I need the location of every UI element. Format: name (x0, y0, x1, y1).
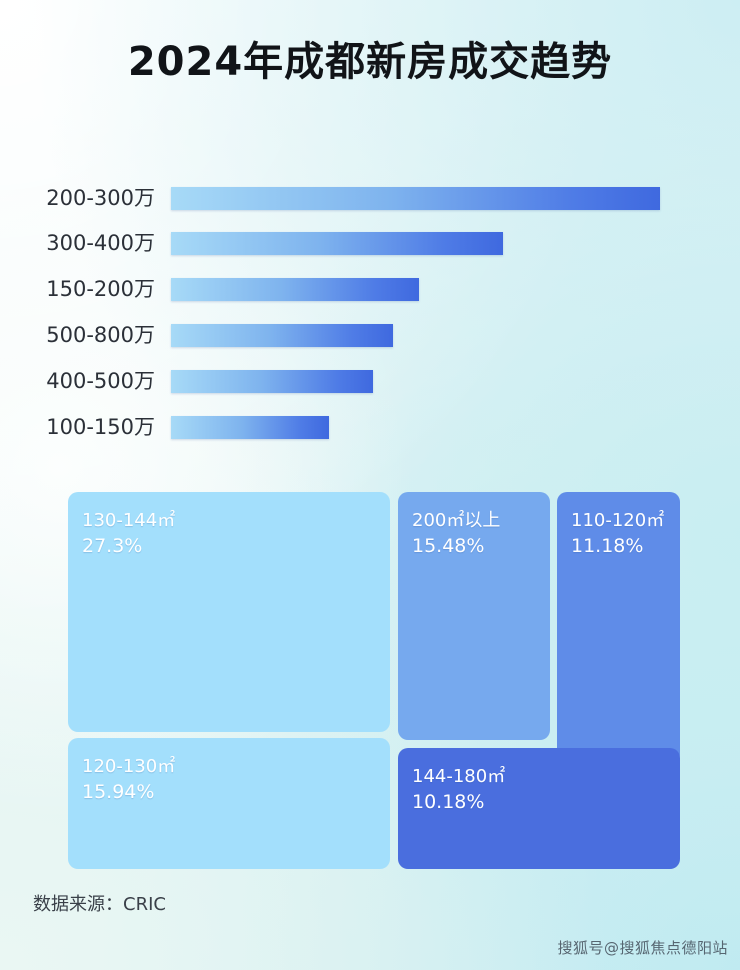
bar-row: 400-500万 (0, 359, 740, 403)
treemap-cell-name: 144-180㎡ (412, 766, 506, 787)
treemap-cell-name: 130-144㎡ (82, 510, 176, 531)
bar-label: 500-800万 (46, 323, 155, 347)
bar-label: 300-400万 (46, 231, 155, 255)
bar-fill (171, 187, 660, 210)
bar-label: 100-150万 (46, 415, 155, 439)
bar-row: 200-300万 (0, 176, 740, 220)
bar-row: 150-200万 (0, 267, 740, 311)
bar-track (171, 324, 740, 347)
treemap-cell-value: 11.18% (571, 535, 644, 557)
bar-label: 200-300万 (46, 186, 155, 210)
bar-row: 300-400万 (0, 221, 740, 265)
bar-track (171, 370, 740, 393)
bar-chart: 200-300万 300-400万 150-200万 500-800万 400- (0, 176, 740, 448)
bar-fill (171, 370, 373, 393)
page-title: 2024年成都新房成交趋势 (127, 39, 613, 85)
bar-label: 400-500万 (46, 369, 155, 393)
bar-row: 100-150万 (0, 405, 740, 449)
bar-track (171, 416, 740, 439)
treemap-cell-value: 10.18% (412, 791, 485, 813)
treemap-chart: 130-144㎡ 27.3% 200㎡以上 15.48% 110-120㎡ 11… (68, 492, 680, 869)
bar-track (171, 187, 740, 210)
watermark-label: 搜狐号@搜狐焦点德阳站 (557, 939, 728, 957)
treemap-cell-name: 110-120㎡ (571, 510, 665, 531)
treemap-cell-110-120[interactable]: 110-120㎡ 11.18% (557, 492, 680, 764)
treemap-cell-name: 120-130㎡ (82, 756, 176, 777)
data-source-label: 数据来源：CRIC (33, 894, 166, 915)
bar-fill (171, 278, 419, 301)
bar-row: 500-800万 (0, 313, 740, 357)
bar-track (171, 232, 740, 255)
bar-fill (171, 324, 393, 347)
treemap-cell-144-180[interactable]: 144-180㎡ 10.18% (398, 748, 680, 869)
treemap-cell-130-144[interactable]: 130-144㎡ 27.3% (68, 492, 390, 732)
bar-fill (171, 416, 329, 439)
treemap-cell-200-plus[interactable]: 200㎡以上 15.48% (398, 492, 550, 740)
bar-label: 150-200万 (46, 277, 155, 301)
treemap-cell-value: 15.94% (82, 781, 155, 803)
treemap-cell-value: 27.3% (82, 535, 143, 557)
bar-fill (171, 232, 503, 255)
treemap-cell-name: 200㎡以上 (412, 510, 501, 531)
treemap-cell-120-130[interactable]: 120-130㎡ 15.94% (68, 738, 390, 869)
bar-track (171, 278, 740, 301)
treemap-cell-value: 15.48% (412, 535, 485, 557)
